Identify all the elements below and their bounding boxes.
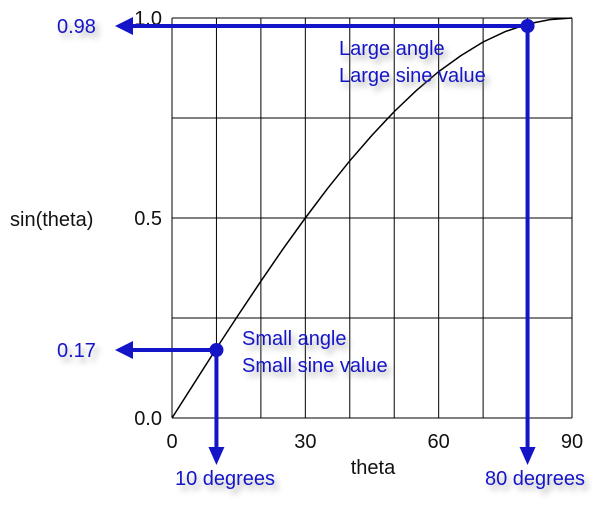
value-label-shadow: 0.98 [61, 21, 100, 43]
angle-label-shadow: 10 degrees [179, 473, 279, 495]
grid [171, 17, 573, 419]
arrow-head [208, 447, 225, 465]
x-tick-label: 0 [166, 431, 177, 453]
arrow-head [115, 341, 133, 359]
annotation-text-shadow: Small angle [246, 333, 351, 355]
x-tick-label: 30 [294, 431, 316, 453]
value-label-shadow: 0.17 [61, 345, 100, 367]
y-axis-label: sin(theta) [10, 209, 93, 231]
point-marker [209, 343, 224, 357]
value-label: 0.98 [57, 16, 96, 38]
x-axis-label: theta [351, 457, 396, 479]
arrow-head [115, 17, 133, 35]
x-tick-label: 90 [561, 431, 583, 453]
point-marker [520, 19, 535, 33]
angle-label-shadow: 80 degrees [489, 473, 589, 495]
annotation-text: Small angle [242, 328, 347, 350]
annotation-text-shadow: Large sine value [343, 70, 490, 92]
y-tick-label: 0.0 [134, 408, 162, 430]
annotation-text-shadow: Small sine value [246, 360, 392, 382]
annotation-text: Large sine value [339, 65, 486, 87]
angle-label: 10 degrees [175, 468, 275, 490]
y-tick-label: 0.5 [134, 208, 162, 230]
sine-curve-line [171, 17, 573, 419]
arrow-head [519, 447, 536, 465]
annotation-text: Large angle [339, 38, 445, 60]
annotation-text: Small sine value [242, 355, 388, 377]
angle-label: 80 degrees [485, 468, 585, 490]
annotation-text-shadow: Large angle [343, 43, 449, 65]
x-tick-label: 60 [428, 431, 450, 453]
value-label: 0.17 [57, 340, 96, 362]
